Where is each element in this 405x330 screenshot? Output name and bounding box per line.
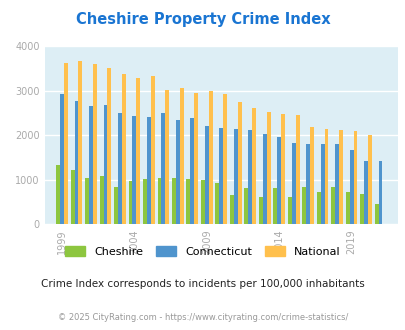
Bar [291,143,295,224]
Bar [85,178,89,224]
Bar [165,90,169,224]
Bar [200,180,205,224]
Bar [349,149,353,224]
Bar [320,144,324,224]
Bar [309,127,313,224]
Bar [215,183,219,224]
Bar [324,129,328,224]
Bar [334,144,338,224]
Bar [89,106,93,224]
Bar [338,130,342,224]
Bar [56,165,60,224]
Bar [172,178,175,224]
Bar [147,116,151,224]
Bar [103,106,107,224]
Bar [75,101,78,224]
Bar [280,115,284,224]
Bar [60,94,64,224]
Bar [151,77,154,224]
Bar [161,114,165,224]
Bar [186,179,190,224]
Bar [78,61,82,224]
Bar [301,187,305,224]
Bar [229,195,233,224]
Bar [118,113,122,224]
Bar [247,129,252,224]
Legend: Cheshire, Connecticut, National: Cheshire, Connecticut, National [60,242,345,261]
Bar [219,128,223,224]
Text: Crime Index corresponds to incidents per 100,000 inhabitants: Crime Index corresponds to incidents per… [41,279,364,289]
Bar [99,176,103,224]
Bar [93,64,97,224]
Bar [107,68,111,224]
Bar [233,129,237,224]
Bar [70,170,75,224]
Bar [374,204,377,224]
Bar [377,161,382,224]
Bar [194,92,198,224]
Bar [179,88,183,224]
Bar [345,192,349,224]
Bar [359,194,363,224]
Bar [305,144,309,224]
Bar [128,181,132,224]
Bar [287,197,291,224]
Bar [223,94,226,224]
Bar [273,188,277,224]
Bar [143,179,147,224]
Bar [330,186,334,224]
Text: © 2025 CityRating.com - https://www.cityrating.com/crime-statistics/: © 2025 CityRating.com - https://www.city… [58,313,347,322]
Bar [175,120,179,224]
Bar [295,115,299,224]
Bar [205,126,208,224]
Bar [244,188,247,224]
Bar [114,186,118,224]
Bar [277,137,280,224]
Bar [64,63,68,224]
Bar [208,91,212,224]
Bar [258,197,262,224]
Bar [252,108,256,224]
Bar [316,192,320,224]
Bar [262,134,266,224]
Bar [353,131,356,224]
Text: Cheshire Property Crime Index: Cheshire Property Crime Index [75,12,330,26]
Bar [136,78,140,224]
Bar [190,118,194,224]
Bar [157,178,161,224]
Bar [237,102,241,224]
Bar [363,161,367,224]
Bar [132,116,136,224]
Bar [122,74,126,224]
Bar [266,112,270,224]
Bar [367,135,371,224]
